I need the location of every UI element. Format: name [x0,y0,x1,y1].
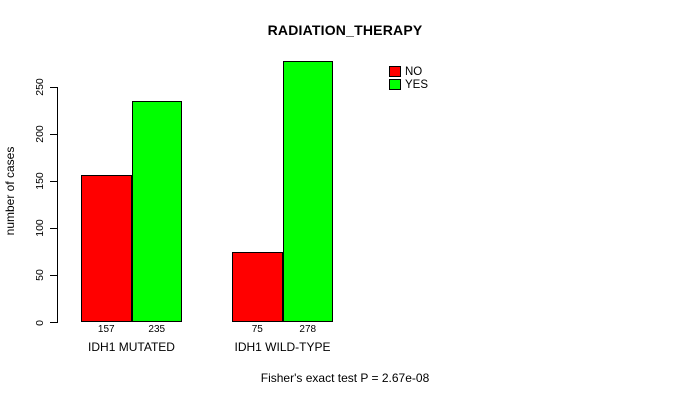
y-tick-mark [50,322,57,323]
chart-title: RADIATION_THERAPY [267,22,423,38]
bar-value-label: 235 [148,324,166,335]
y-tick-mark [50,180,57,182]
y-tick-label: 100 [34,219,46,238]
y-tick-label: 50 [34,269,46,282]
y-tick-label: 0 [34,319,46,326]
y-tick-label: 150 [34,172,46,190]
x-category-label-idh1-wild-type: IDH1 WILD-TYPE [234,340,331,354]
y-axis-title: number of cases [3,146,17,236]
y-tick-mark [50,274,57,276]
legend-label-no: NO [405,65,423,78]
bar-yes-idh1-mutated [131,101,182,323]
y-tick-mark [50,86,57,88]
y-tick-label: 200 [34,125,46,143]
bar-value-label: 157 [97,324,115,335]
legend-swatch-no [389,66,401,77]
legend-label-yes: YES [405,78,429,91]
bar-yes-idh1-wild-type [282,60,333,323]
bar-no-idh1-mutated [81,174,132,323]
y-tick-label: 250 [34,78,46,96]
legend-swatch-yes [389,79,401,90]
y-axis-line [57,87,58,323]
legend-item-yes: YES [389,78,428,91]
bar-value-label: 278 [299,324,317,335]
y-tick-mark [50,227,57,229]
x-category-label-idh1-mutated: IDH1 MUTATED [88,340,175,354]
bar-value-label: 75 [251,324,263,335]
y-tick-mark [50,133,57,135]
annotation-text: Fisher's exact test P = 2.67e-08 [260,371,430,385]
bar-no-idh1-wild-type [232,251,283,323]
legend-item-no: NO [389,65,422,78]
